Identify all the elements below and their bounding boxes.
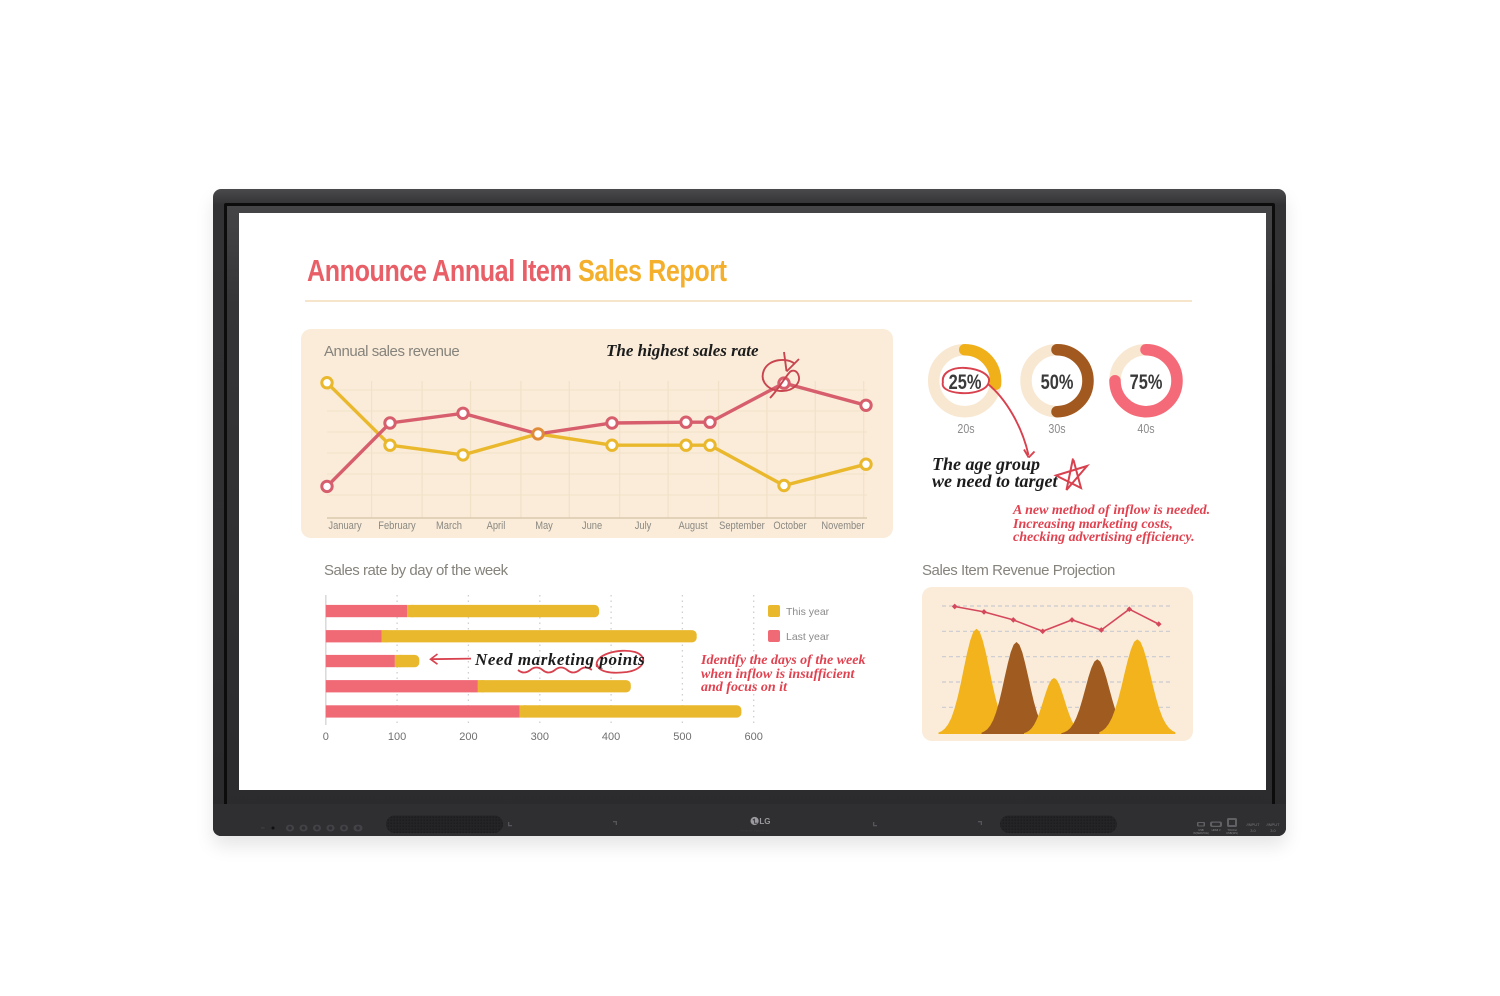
svg-text:June: June bbox=[582, 520, 603, 532]
svg-text:February: February bbox=[378, 520, 416, 532]
svg-text:March: March bbox=[436, 520, 462, 532]
svg-text:500: 500 bbox=[673, 731, 691, 743]
svg-text:600: 600 bbox=[745, 731, 763, 743]
svg-text:HDMI 3: HDMI 3 bbox=[1212, 828, 1221, 832]
svg-text:3.0: 3.0 bbox=[1250, 828, 1256, 833]
svg-text:Last year: Last year bbox=[786, 631, 830, 643]
svg-text:30s: 30s bbox=[1048, 421, 1065, 436]
svg-text:IN(SERVICE): IN(SERVICE) bbox=[1193, 831, 1209, 835]
svg-text:January: January bbox=[328, 520, 362, 532]
svg-text:October: October bbox=[773, 520, 807, 532]
svg-text:August: August bbox=[678, 520, 707, 532]
svg-text:25%: 25% bbox=[949, 370, 982, 393]
svg-text:200: 200 bbox=[459, 731, 477, 743]
svg-text:20s: 20s bbox=[957, 421, 974, 436]
svg-text:300: 300 bbox=[531, 731, 549, 743]
svg-text:November: November bbox=[821, 520, 865, 532]
svg-text:LG: LG bbox=[759, 817, 770, 826]
svg-text:TOUCH: TOUCH bbox=[1227, 828, 1236, 832]
svg-text:May: May bbox=[535, 520, 553, 532]
svg-text:April: April bbox=[487, 520, 506, 532]
svg-text:100: 100 bbox=[388, 731, 406, 743]
svg-text:75%: 75% bbox=[1130, 370, 1163, 393]
svg-text:USB(30S): USB(30S) bbox=[1226, 831, 1238, 835]
svg-text:/INPUT: /INPUT bbox=[1266, 822, 1280, 827]
svg-text:40s: 40s bbox=[1137, 421, 1154, 436]
svg-text:0: 0 bbox=[323, 731, 329, 743]
svg-text:September: September bbox=[719, 520, 765, 532]
svg-text:50%: 50% bbox=[1041, 370, 1074, 393]
svg-text:/INPUT: /INPUT bbox=[1246, 822, 1260, 827]
svg-text:July: July bbox=[635, 520, 652, 532]
svg-text:Interactive Digital Board: Interactive Digital Board bbox=[740, 829, 770, 833]
svg-text:USB: USB bbox=[1198, 828, 1204, 832]
svg-text:This year: This year bbox=[786, 606, 830, 618]
svg-text:3.0: 3.0 bbox=[1270, 828, 1276, 833]
svg-text:400: 400 bbox=[602, 731, 620, 743]
